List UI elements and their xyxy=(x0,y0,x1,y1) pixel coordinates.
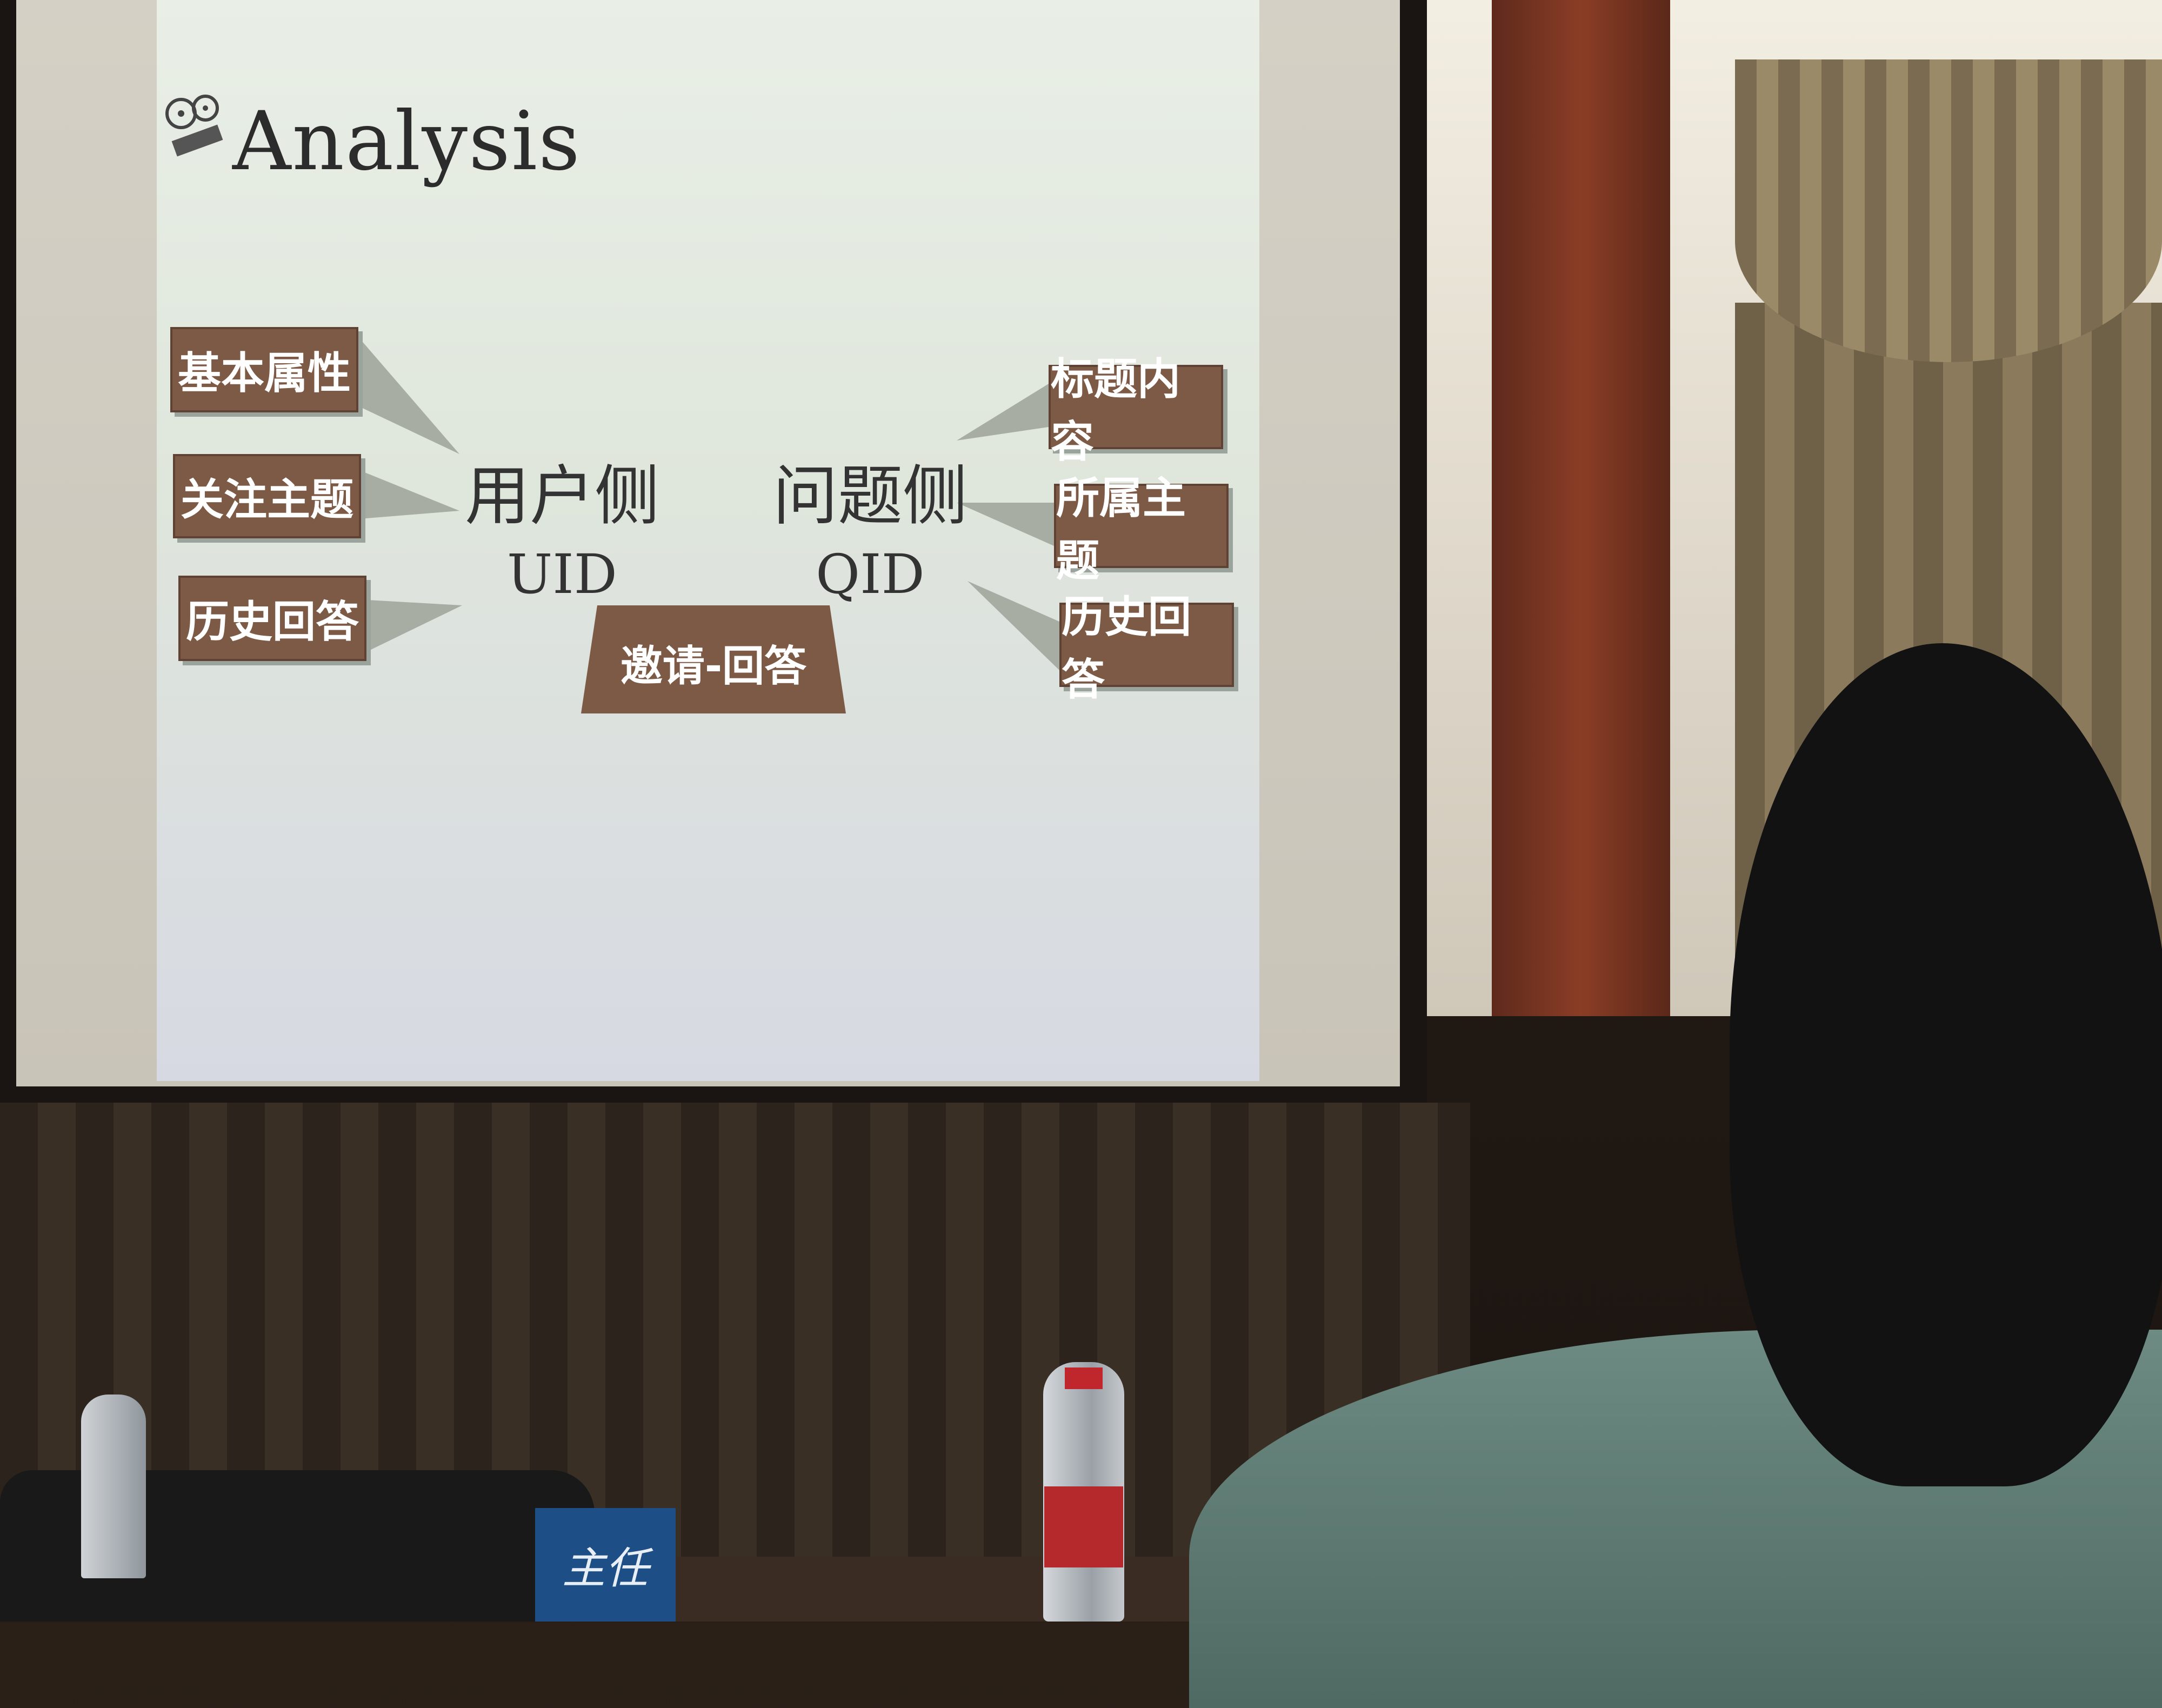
bottle-label xyxy=(1044,1486,1123,1567)
user-side-title: 用户侧 xyxy=(465,459,659,534)
question-feature-box: 标题内容 xyxy=(1049,354,1223,467)
question-side-title: 问题侧 xyxy=(773,459,967,534)
wooden-pillar xyxy=(1492,0,1670,1016)
user-feature-box: 历史回答 xyxy=(178,576,366,661)
user-feature-box: 基本属性 xyxy=(170,327,358,412)
slide-title: Analysis xyxy=(232,95,582,189)
invite-answer-shape xyxy=(581,605,846,713)
user-feature-box: 关注主题 xyxy=(173,454,361,538)
water-bottle xyxy=(81,1395,146,1578)
question-feature-box: 所属主题 xyxy=(1054,473,1229,586)
user-id-label: UID xyxy=(507,543,617,606)
bottle-cap xyxy=(1065,1367,1103,1389)
connector-wedges xyxy=(357,335,1059,670)
audience-member-head xyxy=(1730,643,2162,1486)
user-side-label: 用户侧 UID xyxy=(465,443,659,606)
question-side-label: 问题侧 QID xyxy=(773,443,967,606)
film-reel-icon xyxy=(165,95,223,157)
invite-answer-label: 邀请-回答 xyxy=(620,642,807,691)
nameplate: 主任 xyxy=(535,1508,676,1622)
curtain-valance xyxy=(1735,59,2162,362)
question-id-label: QID xyxy=(816,543,925,606)
question-feature-box: 历史回答 xyxy=(1059,592,1234,705)
